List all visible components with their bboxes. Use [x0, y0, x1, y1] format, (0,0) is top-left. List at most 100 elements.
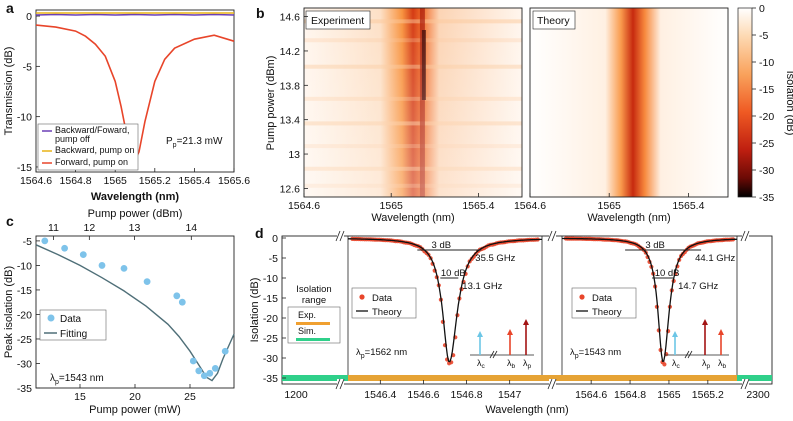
panel-a-y-ticks: 0 -5 -10 -15 — [17, 11, 40, 174]
inset-arrowhead-c — [477, 331, 483, 337]
lambda-p-annotation: λp=1543 nm — [570, 347, 621, 360]
data-point — [120, 264, 128, 272]
bw-3db-label: 3 dB — [432, 240, 452, 251]
data-point — [662, 362, 667, 367]
inset-label-p: λp — [702, 358, 711, 370]
inset-lambda: λ — [523, 358, 528, 368]
panel-c-x2label: Pump power (dBm) — [88, 208, 183, 220]
y-tick-label: -25 — [17, 334, 32, 346]
panel-a-annotation-sub: p — [173, 142, 177, 149]
break-slash — [335, 230, 341, 242]
legend-marker-data — [359, 294, 365, 300]
break-slash — [547, 378, 553, 390]
colorbar-tick-label: -10 — [759, 57, 774, 69]
x-tick-label: 1565 — [104, 175, 128, 187]
heatmap-experiment-frame — [303, 7, 523, 198]
heatmap-theory — [530, 8, 728, 197]
panel-b-xlabel-experiment: Wavelength (nm) — [371, 212, 454, 224]
x-tick-label: 1565.2 — [692, 389, 724, 401]
y-tick-label: -5 — [23, 61, 32, 73]
y-tick-label: -15 — [263, 293, 278, 305]
y-tick-label: 13 — [288, 149, 300, 161]
inset-subscript: c — [677, 363, 681, 370]
y-tick-label: -10 — [263, 273, 278, 285]
inset-arrowhead-p — [523, 319, 529, 325]
panel-c-annotation-lambda: λ — [50, 373, 55, 384]
panel-a-chart: 1564.6 1564.8 1565 1565.2 1565.4 1565.6 0 -5 -1… — [3, 9, 250, 203]
data-point — [195, 367, 203, 375]
break-gap — [549, 231, 556, 241]
y-tick-label: -10 — [17, 112, 32, 124]
data-point — [143, 278, 151, 285]
x-tick-label: 1565.4 — [672, 200, 704, 212]
legend-label-data: Data — [372, 293, 393, 304]
y-tick-label: -5 — [269, 253, 278, 265]
panel-c-annotation: λp=1543 nm — [50, 373, 104, 386]
panel-a-xlabel: Wavelength (nm) — [91, 191, 180, 203]
legend-label-theory: Theory — [372, 307, 402, 318]
x-tick-label: 1565.6 — [218, 175, 250, 187]
inset-break — [489, 350, 495, 359]
top-tick-label: 12 — [83, 222, 95, 234]
x-tick-label: 1565.4 — [178, 175, 210, 187]
isolation-range-label-1: Isolation — [296, 284, 331, 295]
panel-a-annotation-p: P — [166, 136, 173, 147]
y-tick-label: -20 — [17, 309, 32, 321]
legend-box — [571, 287, 637, 319]
break-slash — [551, 230, 557, 242]
inset-label-b: λb — [718, 358, 727, 370]
y-tick-label: 13.4 — [280, 115, 301, 127]
inset-break — [492, 350, 498, 359]
y-tick-label: -30 — [263, 353, 278, 365]
legend-label-pump-off: Backward/Foward, — [55, 125, 130, 135]
break-slash — [335, 378, 341, 390]
break-slash — [744, 230, 750, 242]
panel-d-frame — [281, 235, 773, 385]
panel-a-x-ticks: 1564.6 1564.8 1565 1565.2 1565.4 1565.6 — [20, 168, 250, 187]
inset-lambda: λ — [718, 358, 723, 368]
data-point — [211, 364, 219, 372]
panel-c-series — [35, 237, 235, 382]
bw-3db-value: 35.5 GHz — [475, 253, 515, 264]
legend-marker-data — [47, 314, 55, 322]
inset-subscript: p — [707, 363, 711, 370]
bw-10db-value: 13.1 GHz — [462, 281, 502, 292]
break-slash — [339, 378, 345, 390]
panel-c-x-ticks: 15 20 25 — [74, 384, 196, 403]
inset-label-c: λc — [672, 358, 681, 370]
break-slash — [339, 230, 345, 242]
x-tick-label: 2300 — [746, 389, 770, 401]
y-tick-label: -35 — [17, 383, 32, 395]
x-tick-label: 1564.6 — [20, 175, 52, 187]
bw-10db-label: 10 dB — [441, 268, 466, 279]
panel-d-ylabel: Isolation (dB) — [249, 278, 261, 343]
inset-subscript: c — [482, 363, 486, 370]
inset-lambda: λ — [672, 358, 677, 368]
top-tick-label: 11 — [48, 222, 59, 234]
inset-break — [687, 350, 693, 359]
y-tick-label: -10 — [17, 260, 32, 272]
panel-a-legend: Backward/Foward, pump off Backward, pump… — [37, 123, 139, 171]
x-tick-label: 1565.4 — [462, 200, 494, 212]
panel-c-legend: Data Fitting — [39, 309, 107, 341]
colorbar-tick-label: -25 — [759, 138, 774, 150]
lambda-symbol: λ — [356, 347, 361, 358]
isolation-range-label-2: range — [302, 295, 326, 306]
panel-label-b: b — [256, 5, 265, 21]
break-gap — [337, 231, 344, 241]
break-gap — [742, 231, 749, 241]
break-slash — [547, 230, 553, 242]
theory-label: Theory — [537, 15, 570, 27]
panel-d-x-ticks: 1200 2300 1546.4 1546.6 1546.8 1547 1564.6 1564… — [284, 380, 770, 401]
y-tick-label: 13.8 — [280, 80, 301, 92]
break-gap — [337, 379, 344, 389]
x-tick-label: 1200 — [284, 389, 308, 401]
colorbar — [737, 7, 753, 198]
x-tick-label: 1564.8 — [614, 389, 646, 401]
data-point — [206, 369, 214, 377]
break-slash — [740, 230, 746, 242]
break-gap — [549, 379, 556, 389]
break-slash — [551, 378, 557, 390]
